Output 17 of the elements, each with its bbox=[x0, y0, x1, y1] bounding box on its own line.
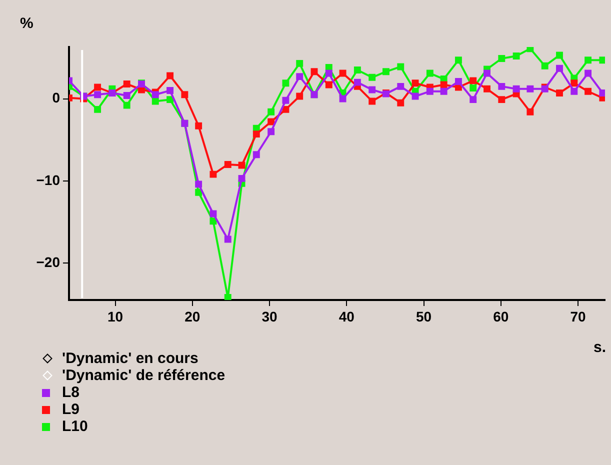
legend-label: 'Dynamic' en cours bbox=[62, 350, 198, 367]
legend-label: L9 bbox=[62, 401, 80, 418]
legend-label: 'Dynamic' de référence bbox=[62, 367, 226, 384]
x-tick-label: 50 bbox=[416, 308, 432, 324]
x-tick-label: 10 bbox=[107, 308, 124, 324]
y-tick-label: −20 bbox=[36, 254, 60, 270]
legend-label: L10 bbox=[62, 418, 88, 435]
y-axis-title: % bbox=[20, 15, 34, 32]
x-axis-title: s. bbox=[593, 339, 606, 356]
legend-label: L8 bbox=[62, 384, 80, 401]
x-tick-label: 30 bbox=[262, 308, 278, 324]
x-tick-label: 60 bbox=[493, 308, 509, 324]
x-tick-label: 40 bbox=[338, 308, 355, 324]
x-tick-label: 20 bbox=[184, 308, 200, 324]
y-tick-label: 0 bbox=[52, 90, 60, 106]
x-tick-label: 70 bbox=[570, 308, 586, 324]
y-tick-label: −10 bbox=[36, 172, 60, 188]
